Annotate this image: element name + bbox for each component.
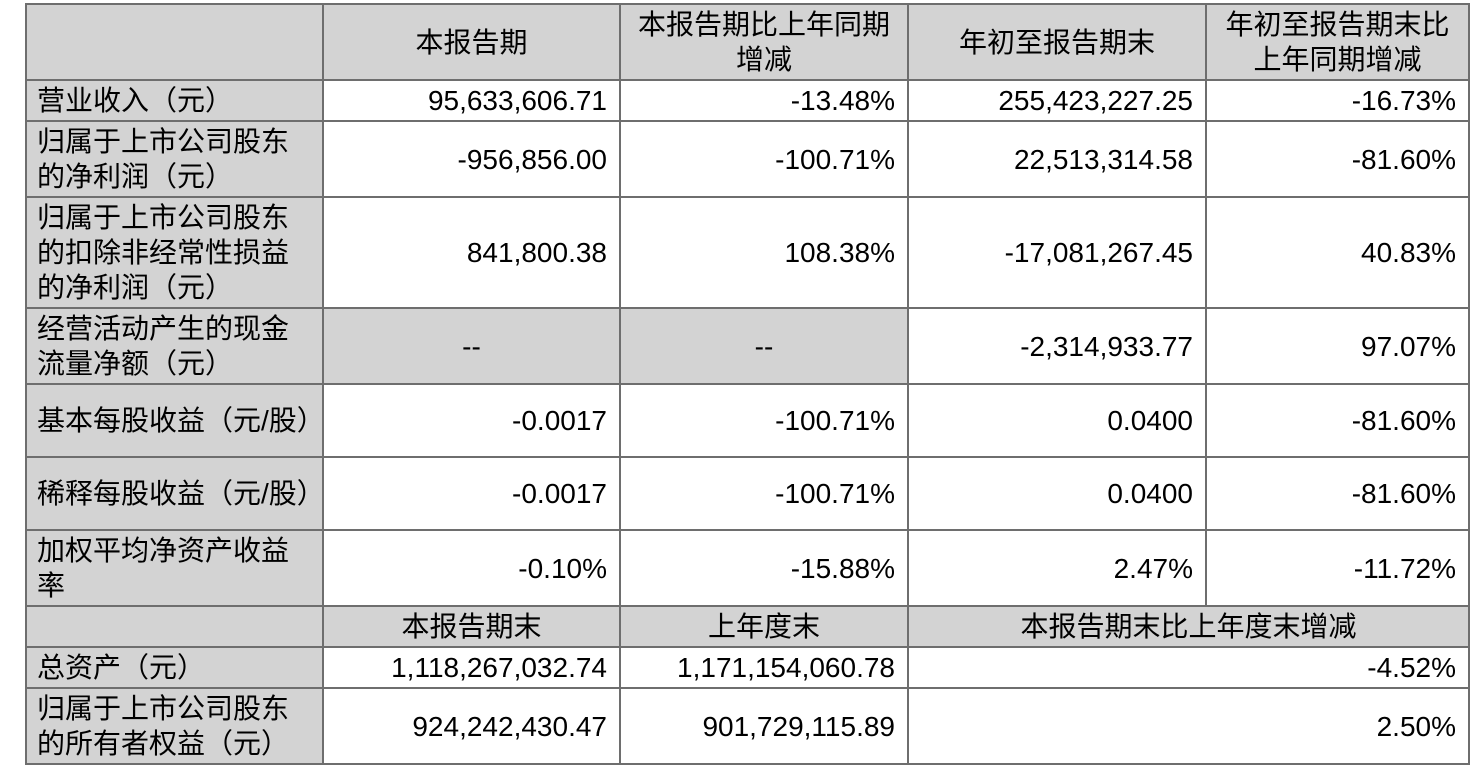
table-row-operating-revenue: 营业收入（元） 95,633,606.71 -13.48% 255,423,22… bbox=[25, 79, 1470, 122]
value-cell: 901,729,115.89 bbox=[619, 687, 909, 765]
row-label: 加权平均净资产收益率 bbox=[25, 529, 324, 607]
table-row-net-profit-excl-nonrecurring: 归属于上市公司股东的扣除非经常性损益的净利润（元） 841,800.38 108… bbox=[25, 196, 1470, 309]
row-label: 归属于上市公司股东的净利润（元） bbox=[25, 120, 324, 198]
value-cell: 2.47% bbox=[907, 529, 1207, 607]
value-cell: 95,633,606.71 bbox=[322, 79, 621, 122]
header-row-2: 本报告期末 上年度末 本报告期末比上年度末增减 bbox=[25, 605, 1470, 648]
col-header-ytd: 年初至报告期末 bbox=[907, 3, 1207, 81]
table-row-total-assets: 总资产（元） 1,118,267,032.74 1,171,154,060.78… bbox=[25, 646, 1470, 689]
value-cell: -0.0017 bbox=[322, 383, 621, 458]
value-cell: 2.50% bbox=[907, 687, 1470, 765]
financial-summary-table: 本报告期 本报告期比上年同期增减 年初至报告期末 年初至报告期末比上年同期增减 … bbox=[25, 3, 1470, 765]
table-row-operating-cash-flow: 经营活动产生的现金流量净额（元） -- -- -2,314,933.77 97.… bbox=[25, 307, 1470, 385]
table-row-weighted-avg-roe: 加权平均净资产收益率 -0.10% -15.88% 2.47% -11.72% bbox=[25, 529, 1470, 607]
value-cell: -17,081,267.45 bbox=[907, 196, 1207, 309]
value-cell: 108.38% bbox=[619, 196, 909, 309]
dash-cell: -- bbox=[322, 307, 621, 385]
value-cell: -16.73% bbox=[1205, 79, 1470, 122]
row-label: 归属于上市公司股东的所有者权益（元） bbox=[25, 687, 324, 765]
dash-cell: -- bbox=[619, 307, 909, 385]
value-cell: 924,242,430.47 bbox=[322, 687, 621, 765]
col-header-period-end: 本报告期末 bbox=[322, 605, 621, 648]
value-cell: 0.0400 bbox=[907, 383, 1207, 458]
value-cell: -81.60% bbox=[1205, 456, 1470, 531]
value-cell: -0.0017 bbox=[322, 456, 621, 531]
value-cell: 40.83% bbox=[1205, 196, 1470, 309]
header-row-1: 本报告期 本报告期比上年同期增减 年初至报告期末 年初至报告期末比上年同期增减 bbox=[25, 3, 1470, 81]
table-row-diluted-eps: 稀释每股收益（元/股） -0.0017 -100.71% 0.0400 -81.… bbox=[25, 456, 1470, 531]
row-label: 归属于上市公司股东的扣除非经常性损益的净利润（元） bbox=[25, 196, 324, 309]
value-cell: 841,800.38 bbox=[322, 196, 621, 309]
value-cell: -4.52% bbox=[907, 646, 1470, 689]
value-cell: 97.07% bbox=[1205, 307, 1470, 385]
col-header-ytd-vs-prior-year: 年初至报告期末比上年同期增减 bbox=[1205, 3, 1470, 81]
value-cell: -11.72% bbox=[1205, 529, 1470, 607]
value-cell: -0.10% bbox=[322, 529, 621, 607]
value-cell: -81.60% bbox=[1205, 383, 1470, 458]
value-cell: 22,513,314.58 bbox=[907, 120, 1207, 198]
value-cell: 1,171,154,060.78 bbox=[619, 646, 909, 689]
row-label: 总资产（元） bbox=[25, 646, 324, 689]
col-header-current-period: 本报告期 bbox=[322, 3, 621, 81]
col-header-period-end-vs-prior-year-end: 本报告期末比上年度末增减 bbox=[907, 605, 1470, 648]
corner-cell bbox=[25, 605, 324, 648]
value-cell: -956,856.00 bbox=[322, 120, 621, 198]
table-row-net-profit: 归属于上市公司股东的净利润（元） -956,856.00 -100.71% 22… bbox=[25, 120, 1470, 198]
value-cell: 0.0400 bbox=[907, 456, 1207, 531]
row-label: 营业收入（元） bbox=[25, 79, 324, 122]
value-cell: -81.60% bbox=[1205, 120, 1470, 198]
value-cell: -100.71% bbox=[619, 456, 909, 531]
value-cell: -100.71% bbox=[619, 120, 909, 198]
value-cell: -2,314,933.77 bbox=[907, 307, 1207, 385]
col-header-current-vs-prior-year: 本报告期比上年同期增减 bbox=[619, 3, 909, 81]
table-row-basic-eps: 基本每股收益（元/股） -0.0017 -100.71% 0.0400 -81.… bbox=[25, 383, 1470, 458]
value-cell: -15.88% bbox=[619, 529, 909, 607]
row-label: 经营活动产生的现金流量净额（元） bbox=[25, 307, 324, 385]
value-cell: 255,423,227.25 bbox=[907, 79, 1207, 122]
row-label: 稀释每股收益（元/股） bbox=[25, 456, 324, 531]
corner-cell bbox=[25, 3, 324, 81]
value-cell: 1,118,267,032.74 bbox=[322, 646, 621, 689]
row-label: 基本每股收益（元/股） bbox=[25, 383, 324, 458]
table-row-owners-equity: 归属于上市公司股东的所有者权益（元） 924,242,430.47 901,72… bbox=[25, 687, 1470, 765]
value-cell: -100.71% bbox=[619, 383, 909, 458]
value-cell: -13.48% bbox=[619, 79, 909, 122]
col-header-prior-year-end: 上年度末 bbox=[619, 605, 909, 648]
